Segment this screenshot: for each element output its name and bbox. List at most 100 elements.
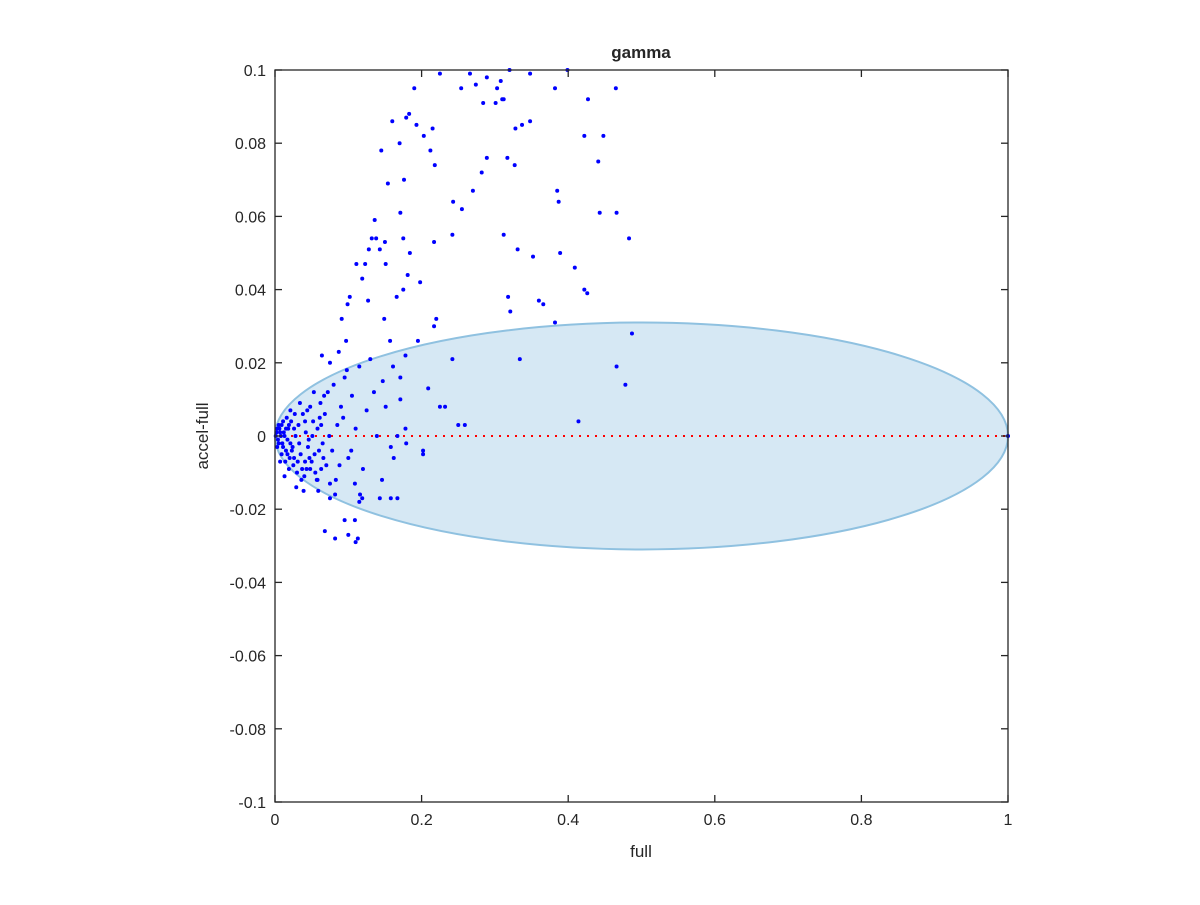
data-point <box>390 119 395 124</box>
data-point <box>512 163 517 168</box>
data-point <box>278 459 283 464</box>
data-point <box>275 437 280 442</box>
data-point <box>421 452 426 457</box>
y-axis-label: accel-full <box>193 402 212 469</box>
data-point <box>379 148 384 153</box>
data-point <box>357 499 362 504</box>
data-point <box>342 518 347 523</box>
data-point <box>322 529 327 534</box>
data-point <box>297 441 302 446</box>
data-point <box>308 466 313 471</box>
data-point <box>357 364 362 369</box>
data-point <box>346 532 351 537</box>
data-point <box>380 477 385 482</box>
data-point <box>311 419 316 424</box>
data-point <box>344 368 349 373</box>
data-point <box>582 287 587 292</box>
data-point <box>401 236 406 241</box>
data-point <box>377 496 382 501</box>
data-point <box>303 430 308 435</box>
data-point <box>316 448 321 453</box>
data-point <box>353 540 358 545</box>
data-point <box>344 338 349 343</box>
data-point <box>301 488 306 493</box>
data-point <box>324 463 329 468</box>
data-point <box>397 141 402 146</box>
data-point <box>284 415 289 420</box>
data-point <box>383 261 388 266</box>
data-point <box>407 111 412 116</box>
data-point <box>278 430 283 435</box>
data-point <box>281 419 286 424</box>
data-point <box>306 437 311 442</box>
data-point <box>312 452 317 457</box>
data-point <box>520 122 525 127</box>
data-point <box>437 71 442 76</box>
data-point <box>505 155 510 160</box>
data-point <box>385 181 390 186</box>
x-tick-label: 0 <box>271 812 280 829</box>
data-point <box>371 390 376 395</box>
data-point <box>398 397 403 402</box>
data-point <box>363 261 368 266</box>
data-point <box>319 466 324 471</box>
data-point <box>585 97 590 102</box>
data-point <box>275 444 280 449</box>
x-tick-label: 0.6 <box>704 812 726 829</box>
data-point <box>349 393 354 398</box>
data-point <box>330 448 335 453</box>
data-point <box>310 434 315 438</box>
data-point <box>318 401 323 406</box>
data-point <box>613 86 618 91</box>
data-point <box>276 423 281 428</box>
data-point <box>596 159 601 164</box>
x-tick-label: 0.4 <box>557 812 579 829</box>
data-point <box>354 261 359 266</box>
data-point <box>288 441 293 446</box>
y-tick-label: 0.08 <box>235 136 266 153</box>
y-tick-label: 0.06 <box>235 209 266 226</box>
data-point <box>288 408 293 413</box>
data-point <box>286 423 291 428</box>
data-point <box>614 210 619 215</box>
data-point <box>462 423 467 428</box>
data-point <box>303 419 308 424</box>
data-point <box>289 419 294 424</box>
data-point <box>360 466 365 471</box>
data-point <box>360 276 365 281</box>
data-point <box>404 441 409 446</box>
data-point <box>281 430 286 435</box>
data-point <box>380 379 385 384</box>
data-point <box>493 100 498 105</box>
data-point <box>450 357 455 362</box>
data-point <box>352 518 357 523</box>
data-point <box>336 349 341 354</box>
data-point <box>479 170 484 175</box>
data-point <box>391 364 396 369</box>
data-point <box>404 115 409 120</box>
data-point <box>333 477 338 482</box>
data-point <box>391 455 396 460</box>
data-point <box>289 448 294 453</box>
data-point <box>327 360 332 365</box>
y-tick-label: -0.02 <box>230 502 267 519</box>
data-point <box>313 470 318 475</box>
data-point <box>297 401 302 406</box>
x-tick-label: 1 <box>1004 812 1013 829</box>
data-point <box>473 82 478 87</box>
data-point <box>372 218 377 223</box>
data-point <box>407 251 412 255</box>
data-point <box>629 331 634 336</box>
data-point <box>282 434 287 438</box>
data-point <box>501 97 506 102</box>
data-point <box>508 309 513 314</box>
data-point <box>321 455 326 460</box>
data-point <box>327 481 332 486</box>
data-point <box>459 86 464 91</box>
data-point <box>287 455 292 460</box>
data-point <box>314 477 319 482</box>
y-tick-label: -0.04 <box>230 575 267 592</box>
data-point <box>426 386 431 391</box>
y-tick-label: -0.08 <box>230 722 267 739</box>
